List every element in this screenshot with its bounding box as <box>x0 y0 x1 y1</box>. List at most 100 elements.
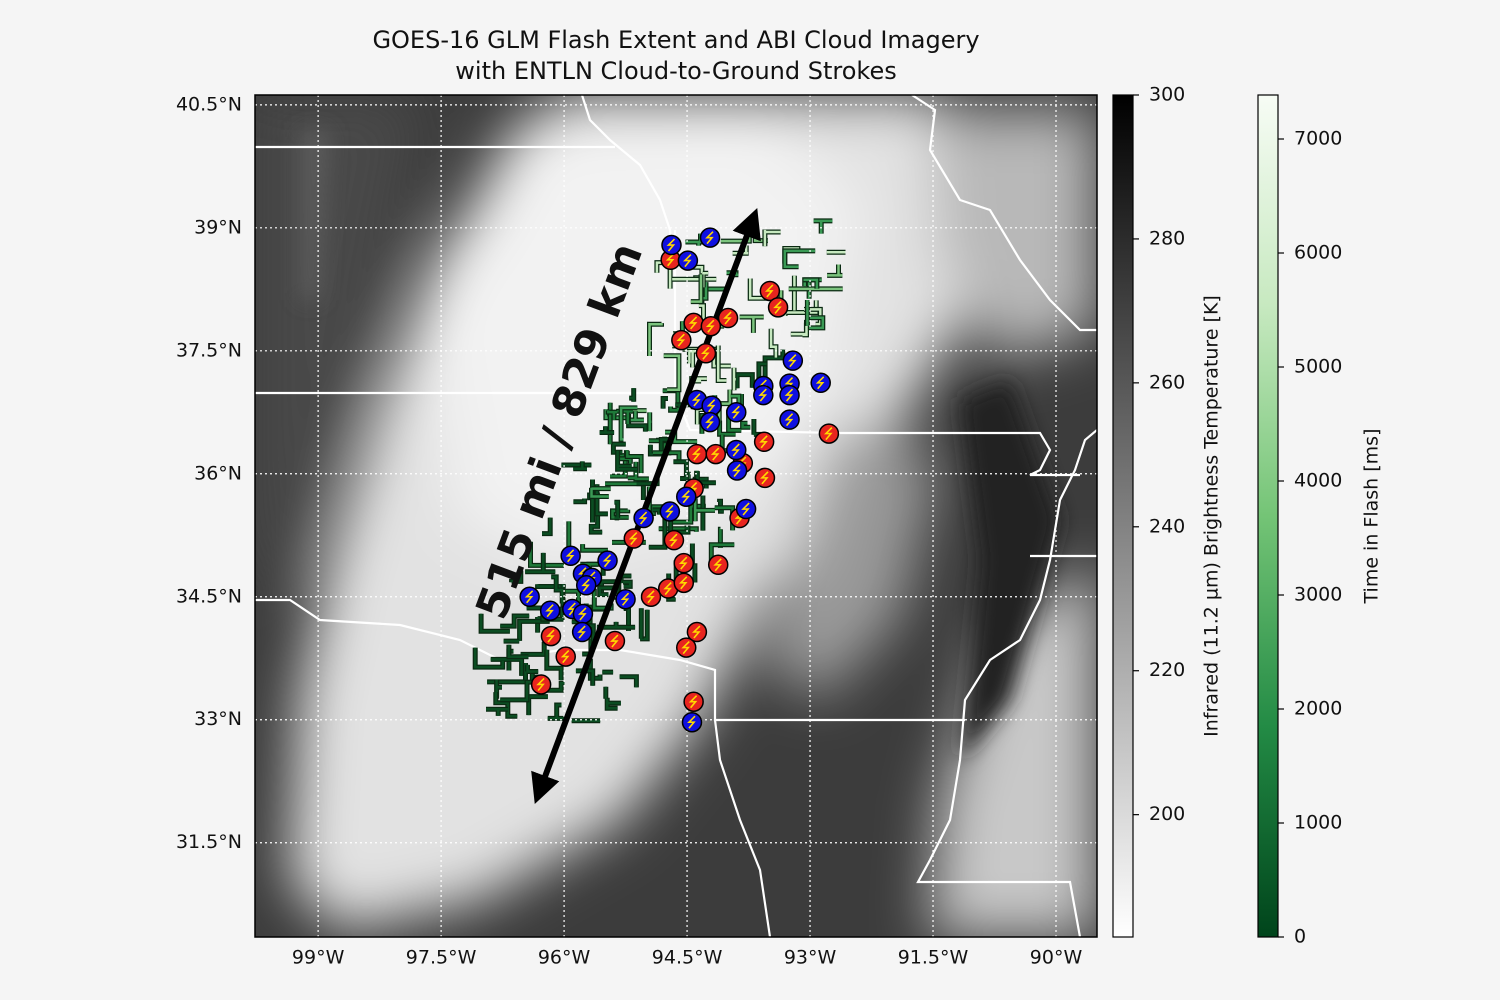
stroke-marker <box>575 575 597 596</box>
lightning-glyph <box>578 607 587 621</box>
stroke-marker <box>657 578 679 599</box>
x-tick-label: 94.5°W <box>652 947 723 969</box>
stroke-marker <box>754 467 776 489</box>
stroke-marker <box>604 630 626 652</box>
colorbar-tick-label: 280 <box>1149 227 1185 249</box>
stroke-marker <box>759 280 781 302</box>
lightning-glyph <box>628 531 638 546</box>
map-frame <box>254 94 1098 938</box>
y-tick-label: 37.5°N <box>176 339 242 361</box>
x-tick-label: 99°W <box>292 947 345 969</box>
stroke-marker <box>779 409 800 430</box>
stroke-marker <box>572 603 594 625</box>
flash-branch <box>507 644 529 659</box>
lightning-glyph <box>759 435 768 449</box>
flash-branch <box>473 647 504 669</box>
lightning-glyph <box>602 554 612 568</box>
stroke-marker <box>677 250 699 271</box>
stroke-marker <box>675 486 697 507</box>
stroke-marker <box>673 552 695 574</box>
lightning-glyph <box>723 311 732 325</box>
lightning-glyph <box>681 490 690 504</box>
lightning-glyph <box>731 443 740 457</box>
stroke-marker <box>695 343 717 364</box>
map-imagery: 515 mi / 829 km <box>255 95 1097 937</box>
stroke-marker <box>633 507 654 529</box>
lightning-glyph <box>784 413 794 427</box>
stroke-marker <box>675 637 697 658</box>
lightning-glyph <box>773 300 782 314</box>
strokes <box>519 227 840 733</box>
y-tick-label: 31.5°N <box>176 831 242 853</box>
lightning-glyph <box>546 629 555 643</box>
stroke-marker <box>699 227 721 248</box>
lightning-glyph <box>731 405 740 419</box>
colorbar-tick-label: 1000 <box>1294 812 1342 834</box>
lightning-glyph <box>682 254 692 268</box>
x-tick-label: 97.5°W <box>406 947 477 969</box>
stroke-marker <box>686 443 708 465</box>
stroke-marker <box>726 460 748 481</box>
colorbar-tick-label: 260 <box>1149 371 1185 393</box>
lightning-glyph <box>687 715 696 729</box>
lightning-glyph <box>691 625 701 639</box>
y-tick-label: 36°N <box>194 462 242 484</box>
x-tick-label: 96°W <box>538 947 591 969</box>
stroke-marker <box>683 312 704 334</box>
x-tick-label: 91.5°W <box>898 947 969 969</box>
lightning-glyph <box>706 399 716 413</box>
colorbar-tick-label: 240 <box>1149 515 1185 537</box>
stroke-marker <box>686 621 708 643</box>
stroke-marker <box>661 234 682 256</box>
stroke-marker <box>767 297 789 318</box>
stroke-marker <box>615 588 636 610</box>
stroke-marker <box>726 439 747 461</box>
lightning-glyph <box>678 576 688 590</box>
stroke-marker <box>539 600 561 621</box>
lightning-glyph <box>581 578 590 592</box>
stroke-marker <box>779 384 800 406</box>
lightning-glyph <box>567 602 576 616</box>
stroke-marker <box>530 674 552 695</box>
x-tick-label: 93°W <box>784 947 837 969</box>
flash-branch <box>813 219 833 234</box>
y-tick-label: 34.5°N <box>176 585 242 607</box>
colorbar-tick-label: 6000 <box>1294 242 1342 264</box>
lightning-glyph <box>713 558 722 572</box>
lightning-glyph <box>577 625 586 639</box>
colorbar-tick-label: 2000 <box>1294 698 1342 720</box>
y-tick-label: 33°N <box>194 708 242 730</box>
lightning-glyph <box>688 316 698 330</box>
stroke-marker <box>597 550 618 571</box>
colorbars: 200 220 240 260 280 300 Infrared (11.2 µm) Bri… <box>1112 84 1383 948</box>
stroke-marker <box>671 329 692 351</box>
lightning-glyph <box>741 502 750 516</box>
lightning-glyph <box>666 238 676 252</box>
stroke-marker <box>699 411 721 433</box>
y-tick-label: 39°N <box>194 216 242 238</box>
lightning-glyph <box>758 388 768 402</box>
lightning-glyph <box>700 346 710 360</box>
flash-branch <box>790 319 808 337</box>
stroke-marker <box>707 554 729 576</box>
flash-branch <box>486 708 508 716</box>
flash-branch <box>479 613 510 633</box>
distance-arrow <box>531 207 761 805</box>
lightning-glyph <box>688 695 698 709</box>
stroke-marker <box>726 402 747 423</box>
chart-subtitle: with ENTLN Cloud-to-Ground Strokes <box>455 57 896 85</box>
colorbar-tick-label: 200 <box>1149 803 1185 825</box>
stroke-marker <box>673 572 695 594</box>
lightning-glyph <box>565 549 575 563</box>
stroke-marker <box>571 621 593 643</box>
flash-branch <box>827 264 843 277</box>
colorbar-tick-label: 4000 <box>1294 470 1342 492</box>
flash-branch <box>510 570 523 583</box>
stroke-marker <box>753 384 774 406</box>
lightning-glyph <box>705 415 714 429</box>
chart-title: GOES-16 GLM Flash Extent and ABI Cloud I… <box>372 26 979 54</box>
lightning-glyph <box>663 581 672 596</box>
colorbar-tick-label: 220 <box>1149 659 1185 681</box>
lightning-glyph <box>764 284 774 298</box>
